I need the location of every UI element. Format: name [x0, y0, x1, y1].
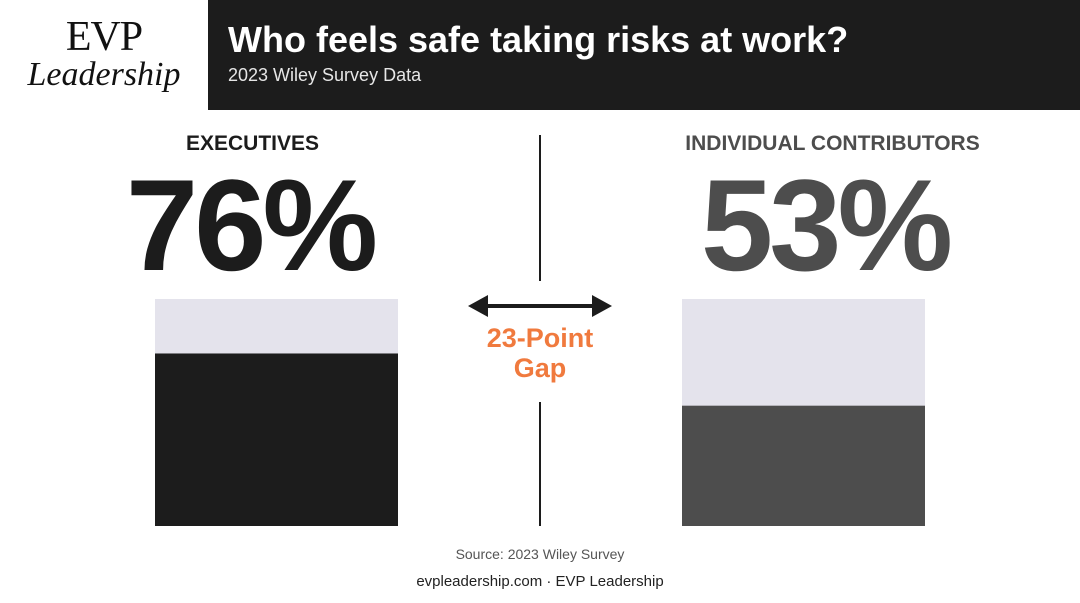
gap-annotation-line2: Gap — [513, 353, 567, 383]
individual-contributors-label: INDIVIDUAL CONTRIBUTORS — [685, 132, 980, 155]
header-bar: EVP Leadership Who feels safe taking ris… — [0, 0, 1080, 110]
executives-bar — [155, 353, 398, 526]
source-note: Source: 2023 Wiley Survey — [455, 546, 625, 562]
divider-bottom — [539, 402, 541, 526]
logo-evp-text: EVP — [65, 14, 143, 60]
page-title: Who feels safe taking risks at work? — [228, 19, 849, 60]
executives-percent: 76% — [125, 152, 378, 298]
gap-annotation-line1: 23-Point — [486, 323, 594, 353]
footer-credit: evpleadership.com · EVP Leadership — [416, 573, 664, 590]
gap-annotation: 23-Point Gap — [450, 323, 630, 383]
page-subtitle: 2023 Wiley Survey Data — [228, 65, 422, 85]
individual-contributors-bar — [682, 405, 925, 526]
logo: EVP Leadership — [0, 0, 208, 110]
double-arrow-icon — [468, 295, 612, 317]
executives-label: EXECUTIVES — [185, 132, 320, 155]
divider-top — [539, 135, 541, 281]
logo-leadership-text: Leadership — [27, 56, 181, 93]
individual-contributors-percent: 53% — [700, 152, 953, 298]
